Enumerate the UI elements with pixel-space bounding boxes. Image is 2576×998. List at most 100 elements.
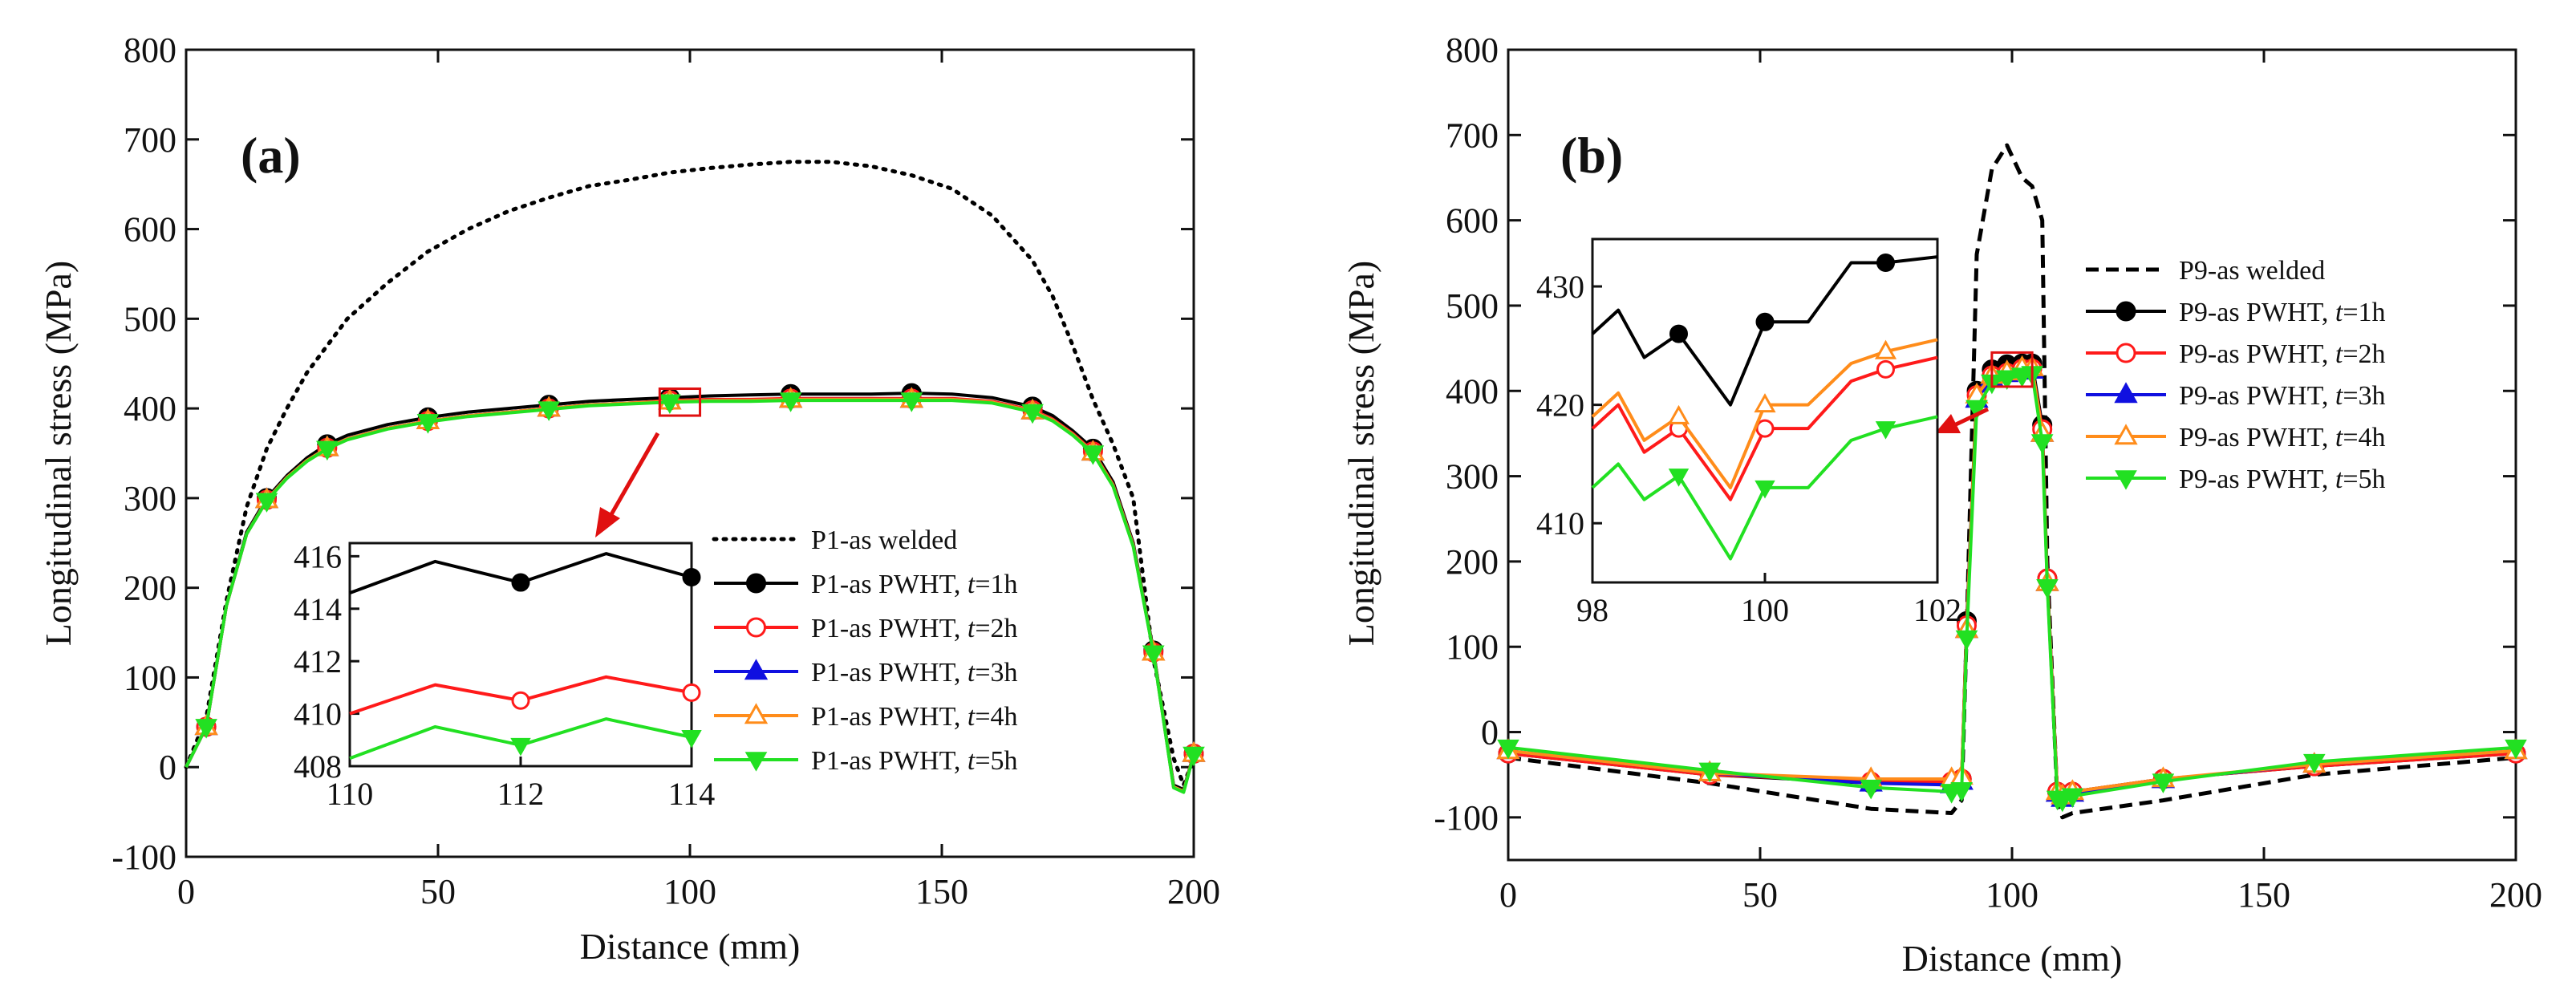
legend-marker-t5 bbox=[744, 752, 768, 772]
y-tick-label: 600 bbox=[124, 210, 176, 250]
inset-y-tick-label: 408 bbox=[294, 748, 342, 785]
legend-label-t0: P1-as welded bbox=[811, 525, 957, 555]
x-tick-label: 0 bbox=[1499, 875, 1517, 915]
marker-t5 bbox=[1995, 370, 2018, 391]
legend-label-prefix: P9-as PWHT, bbox=[2179, 298, 2335, 327]
legend-label-t: t bbox=[968, 614, 976, 643]
inset-marker-t4 bbox=[1874, 339, 1897, 359]
legend-label-t: t bbox=[2335, 381, 2344, 411]
y-ticks-a: -100 0 100 200 300 400 500 600 700 800 bbox=[112, 30, 1194, 877]
legend-label-prefix: P1-as welded bbox=[811, 525, 957, 555]
inset-marker-t1 bbox=[682, 568, 701, 587]
legend-label-t1: P9-as PWHT, t=1h bbox=[2179, 298, 2386, 327]
inset-x-tick-label: 110 bbox=[327, 776, 374, 812]
legend-a: P1-as welded P1-as PWHT, t=1h P1-as PWHT, … bbox=[712, 525, 1018, 776]
zoom-arrow-a bbox=[605, 432, 660, 523]
legend-label-prefix: P1-as PWHT, bbox=[811, 570, 968, 599]
highlight-box-b bbox=[1990, 351, 2034, 388]
inset-y-tick-label: 414 bbox=[294, 591, 342, 627]
x-tick-label: 200 bbox=[1167, 872, 1220, 911]
inset-line-t4 bbox=[1591, 338, 1938, 489]
inset-marker-t4 bbox=[1754, 393, 1776, 413]
inset-marker-t2 bbox=[1755, 419, 1775, 438]
marker-t5 bbox=[1698, 762, 1722, 783]
legend-label-t: t bbox=[968, 702, 976, 732]
y-tick-label: 300 bbox=[124, 479, 176, 518]
x-tick-label: 50 bbox=[420, 872, 456, 911]
marker-t5 bbox=[779, 392, 802, 412]
marker-t5 bbox=[2036, 578, 2059, 599]
marker-t5 bbox=[1950, 782, 1974, 802]
highlight-box-a bbox=[658, 387, 702, 417]
legend-label-suffix: =5h bbox=[2343, 465, 2385, 494]
y-tick-label: 300 bbox=[1446, 457, 1499, 497]
inset-x-tick-label: 114 bbox=[668, 776, 716, 812]
inset-x-tick-label: 112 bbox=[497, 776, 545, 812]
y-tick-label: 200 bbox=[124, 569, 176, 608]
legend-marker-t3 bbox=[2114, 382, 2138, 404]
y-tick-label: 100 bbox=[124, 658, 176, 697]
marker-t5 bbox=[255, 493, 278, 513]
marker-t5 bbox=[1142, 645, 1165, 665]
marker-t5 bbox=[1965, 400, 1988, 420]
zoom-arrow-head-b bbox=[1935, 414, 1961, 433]
legend-label-suffix: =2h bbox=[975, 614, 1017, 643]
inset-marker-t2 bbox=[682, 683, 701, 702]
series-group-a bbox=[184, 160, 1206, 794]
legend-label-t3: P9-as PWHT, t=3h bbox=[2179, 381, 2386, 411]
legend-label-t2: P1-as PWHT, t=2h bbox=[811, 614, 1018, 643]
inset-b: 410 420 430 98 100 102 bbox=[1536, 237, 1961, 628]
y-axis-title-a: Longitudinal stress (MPa) bbox=[38, 261, 79, 646]
legend-marker-t3 bbox=[744, 659, 769, 680]
marker-t5 bbox=[416, 414, 440, 434]
x-tick-label: 50 bbox=[1742, 875, 1778, 915]
inset-marker-t2 bbox=[1876, 359, 1895, 379]
y-tick-label: 0 bbox=[159, 748, 176, 787]
marker-t5 bbox=[1081, 445, 1105, 465]
inset-ticks-a: 408 410 412 414 416 110 112 114 bbox=[294, 538, 715, 812]
legend-marker-t2 bbox=[2116, 343, 2136, 363]
marker-t5 bbox=[1183, 746, 1205, 767]
x-axis-title-a: Distance (mm) bbox=[580, 926, 801, 967]
series-group-b bbox=[1496, 143, 2528, 820]
legend-label-t4: P1-as PWHT, t=4h bbox=[811, 702, 1018, 732]
marker-t5 bbox=[659, 394, 681, 414]
inset-marker-t5 bbox=[510, 737, 531, 757]
marker-t5 bbox=[1955, 630, 1978, 651]
y-tick-label: 700 bbox=[124, 120, 176, 160]
x-ticks-a: 0 50 100 150 200 bbox=[177, 50, 1220, 911]
legend-label-suffix: =1h bbox=[2343, 298, 2385, 327]
inset-marker-t1 bbox=[1876, 254, 1895, 273]
x-tick-label: 100 bbox=[1986, 875, 2038, 915]
y-axis-title-b: Longitudinal stress (MPa) bbox=[1341, 261, 1381, 646]
inset-line-t1 bbox=[1591, 255, 1938, 407]
legend-label-prefix: P9-as welded bbox=[2179, 256, 2325, 286]
series-line-t0 bbox=[1507, 143, 2517, 820]
y-tick-label: 800 bbox=[124, 30, 176, 70]
y-tick-label: 400 bbox=[124, 389, 176, 428]
marker-t5 bbox=[900, 392, 923, 412]
legend-label-t: t bbox=[968, 746, 976, 776]
inset-series-b bbox=[1591, 254, 1938, 561]
legend-label-suffix: =2h bbox=[2343, 339, 2385, 369]
legend-marker-t4 bbox=[2114, 424, 2138, 445]
inset-marker-t5 bbox=[681, 730, 702, 748]
legend-label-prefix: P1-as PWHT, bbox=[811, 614, 968, 643]
x-tick-label: 150 bbox=[915, 872, 968, 911]
x-tick-label: 0 bbox=[177, 872, 195, 911]
y-tick-label: 100 bbox=[1446, 627, 1499, 667]
inset-ticks-b: 410 420 430 98 100 102 bbox=[1536, 269, 1961, 628]
marker-t5 bbox=[2302, 753, 2326, 774]
marker-t5 bbox=[195, 719, 217, 739]
marker-t5 bbox=[2030, 434, 2054, 454]
inset-marker-t1 bbox=[1669, 324, 1688, 343]
y-tick-label: -100 bbox=[1434, 798, 1499, 838]
legend-label-t1: P1-as PWHT, t=1h bbox=[811, 570, 1018, 599]
legend-label-prefix: P1-as PWHT, bbox=[811, 702, 968, 732]
legend-label-prefix: P9-as PWHT, bbox=[2179, 339, 2335, 369]
y-tick-label: 0 bbox=[1481, 713, 1499, 753]
marker-t5 bbox=[2505, 739, 2527, 760]
legend-label-suffix: =3h bbox=[2343, 381, 2385, 411]
